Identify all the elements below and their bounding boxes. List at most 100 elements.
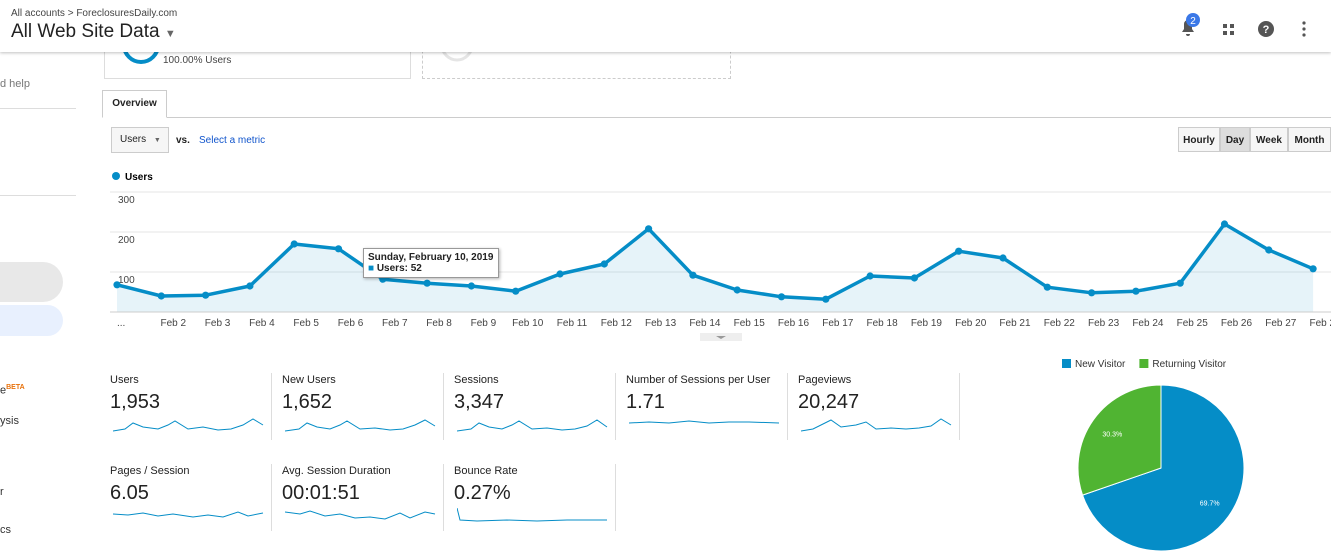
more-icon[interactable] (1302, 21, 1306, 37)
x-tick-label: Feb 21 (999, 318, 1031, 329)
point (910, 274, 919, 282)
header-icons: 2 ? (1182, 13, 1306, 37)
x-tick-label: Feb 20 (955, 318, 987, 329)
metric-name[interactable]: Users (120, 134, 147, 145)
x-tick-label: Feb 28 (1310, 318, 1331, 329)
metric-separator (271, 464, 272, 531)
x-tick-label: Feb 10 (512, 318, 544, 329)
sidebar-item[interactable]: cs (0, 524, 11, 536)
sidebar-pill[interactable] (0, 262, 63, 302)
point (645, 225, 653, 233)
sidebar-item[interactable]: d help (0, 78, 30, 90)
point (556, 270, 564, 278)
metric-name: Sessions (454, 374, 499, 386)
point (955, 247, 963, 255)
sidebar-text[interactable]: e (0, 384, 7, 397)
sparkline (629, 420, 780, 424)
metric-value: 1,953 (110, 391, 161, 413)
metric-separator (959, 373, 960, 440)
sidebar-item[interactable]: ysis (0, 415, 19, 427)
metric-value: 00:01:51 (282, 482, 360, 504)
metric-name: Bounce Rate (454, 465, 518, 477)
x-tick-label: Feb 16 (778, 318, 810, 329)
point (1309, 265, 1317, 273)
sidebar-item[interactable]: eBETA (0, 384, 25, 397)
badge-count: 2 (1190, 16, 1196, 27)
sidebar-item[interactable]: r (0, 486, 4, 498)
line (116, 222, 1314, 301)
help-icon[interactable] (1258, 21, 1274, 37)
x-tick-label: Feb 24 (1132, 318, 1164, 329)
sparkline (457, 419, 608, 432)
tab-rule (102, 117, 1331, 118)
x-tick-label: Feb 6 (338, 318, 364, 329)
pie-slice (1077, 384, 1162, 496)
metric-value: 1.71 (626, 391, 665, 413)
y-tick-label: 100 (118, 275, 135, 286)
x-tick-label: Feb 15 (734, 318, 766, 329)
select-metric[interactable]: Select a metric (199, 135, 266, 146)
point (423, 279, 431, 287)
metric-dropdown[interactable]: Users ▼ (111, 127, 169, 153)
divider (0, 195, 76, 196)
sparkline-path (457, 508, 607, 522)
sidebar-pill[interactable] (0, 305, 63, 336)
legend-label: Returning Visitor (1152, 359, 1226, 370)
tooltip-label: Users: 52 (376, 263, 422, 274)
view-title-text[interactable]: All Web Site Data (11, 21, 160, 42)
sparkline-path (285, 510, 436, 520)
x-tick-label: Feb 12 (601, 318, 633, 329)
granularity-button[interactable]: Hourly (1178, 127, 1220, 152)
x-tick-label: Feb 17 (822, 318, 854, 329)
apps-icon[interactable] (1223, 24, 1234, 35)
x-tick-label: Feb 4 (249, 318, 275, 329)
metric-separator (271, 373, 272, 440)
metric-value: 20,247 (798, 391, 860, 413)
sparkline-path (113, 418, 264, 432)
x-tick-label: Feb 13 (645, 318, 677, 329)
sparkline (113, 511, 264, 518)
view-title[interactable]: All Web Site Data ▼ (11, 21, 176, 43)
x-tick-label: Feb 27 (1265, 318, 1297, 329)
handle-arrow (716, 336, 726, 339)
granularity-button[interactable]: Month (1288, 127, 1331, 152)
sparkline (285, 510, 436, 520)
point (157, 292, 165, 300)
pie-slice (1081, 384, 1245, 552)
metric-separator (443, 464, 444, 531)
point (1220, 220, 1229, 228)
x-tick-label: Feb 3 (205, 318, 231, 329)
x-tick-label: Feb 8 (426, 318, 452, 329)
x-tick-label: Feb 25 (1177, 318, 1209, 329)
x-tick-label: Feb 14 (689, 318, 721, 329)
point (866, 272, 874, 280)
metric-value: 3,347 (454, 391, 505, 413)
x-tick-label: Feb 7 (382, 318, 408, 329)
point (512, 287, 520, 295)
sparkline-path (457, 419, 608, 432)
breadcrumb[interactable]: All accounts > ForeclosuresDaily.com (11, 8, 178, 19)
point (1043, 283, 1051, 291)
point (689, 271, 697, 279)
granularity-button[interactable]: Day (1220, 127, 1250, 152)
metric-name: Pages / Session (110, 465, 190, 477)
tab[interactable]: Overview (102, 90, 167, 118)
header: All accounts > ForeclosuresDaily.com All… (0, 0, 1331, 52)
x-tick-label: Feb 9 (471, 318, 497, 329)
metric-name: Pageviews (798, 374, 852, 386)
x-tick-label: Feb 2 (161, 318, 187, 329)
sparkline (285, 419, 436, 432)
point (822, 295, 830, 303)
x-tick-label: Feb 18 (867, 318, 899, 329)
granularity-button[interactable]: Week (1250, 127, 1288, 152)
pie-chart: 69.7% New Visitor 30.3% Returning Visitor (1062, 359, 1245, 552)
caret[interactable]: ▼ (164, 28, 176, 40)
point (1088, 289, 1096, 297)
point (999, 254, 1007, 262)
point (1265, 246, 1273, 254)
help-glyph: ? (1263, 24, 1270, 36)
point (290, 240, 298, 248)
tooltip-title: Sunday, February 10, 2019 (368, 252, 494, 263)
sparkline-path (629, 420, 780, 424)
point (202, 291, 210, 299)
